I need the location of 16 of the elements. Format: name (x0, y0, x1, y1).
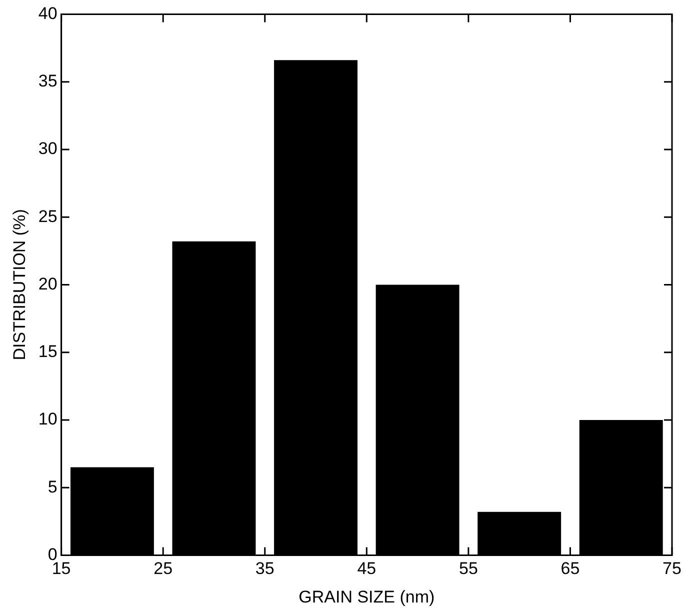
y-axis-title: DISTRIBUTION (%) (10, 209, 29, 360)
y-tick-label: 40 (38, 4, 58, 23)
y-tick-label: 5 (48, 477, 58, 496)
x-tick-label: 55 (458, 559, 478, 578)
x-tick-label: 35 (255, 559, 274, 578)
x-axis-title: GRAIN SIZE (nm) (298, 587, 435, 606)
x-tick-label: 25 (154, 559, 173, 578)
x-tick-label: 75 (662, 559, 682, 578)
y-tick-label: 10 (38, 410, 58, 429)
x-tick-label: 65 (560, 559, 580, 578)
y-tick-label: 20 (38, 274, 58, 294)
y-tick-label: 15 (38, 342, 58, 362)
y-tick-label: 30 (38, 139, 58, 158)
x-tick-label: 45 (357, 559, 376, 578)
y-tick-label: 35 (38, 72, 58, 91)
y-tick-label: 25 (38, 206, 58, 226)
